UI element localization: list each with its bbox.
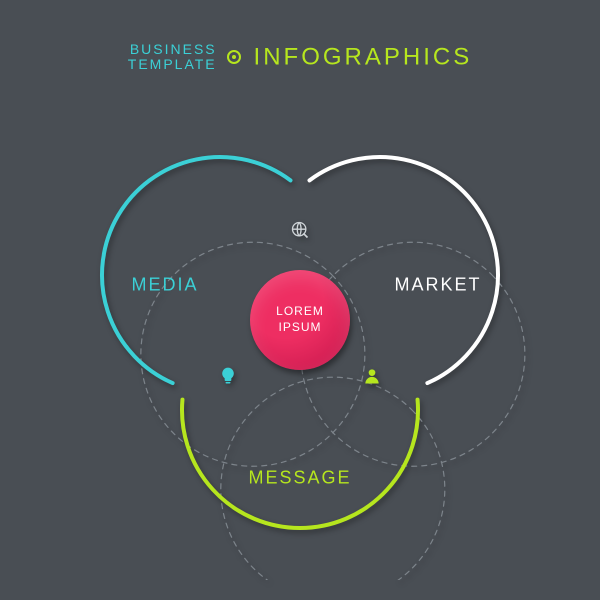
label-market: MARKET — [368, 275, 508, 296]
canvas: BUSINESS TEMPLATE INFOGRAPHICS LOREM IPS… — [0, 0, 600, 600]
label-media: MEDIA — [95, 275, 235, 296]
bullet-icon — [227, 50, 241, 64]
user-icon — [361, 365, 383, 387]
bulb-icon — [217, 365, 239, 387]
label-message: MESSAGE — [230, 468, 370, 489]
center-text-1: LOREM — [276, 304, 324, 320]
header-main: INFOGRAPHICS — [254, 43, 473, 70]
header-line2: TEMPLATE — [128, 57, 217, 72]
header-line1: BUSINESS — [128, 42, 217, 57]
globe-icon — [289, 219, 311, 241]
center-text-2: IPSUM — [278, 320, 321, 336]
header: BUSINESS TEMPLATE INFOGRAPHICS — [0, 42, 600, 73]
center-circle: LOREM IPSUM — [250, 270, 350, 370]
venn-stage: LOREM IPSUM MEDIA MARKET MESSAGE — [50, 100, 550, 580]
